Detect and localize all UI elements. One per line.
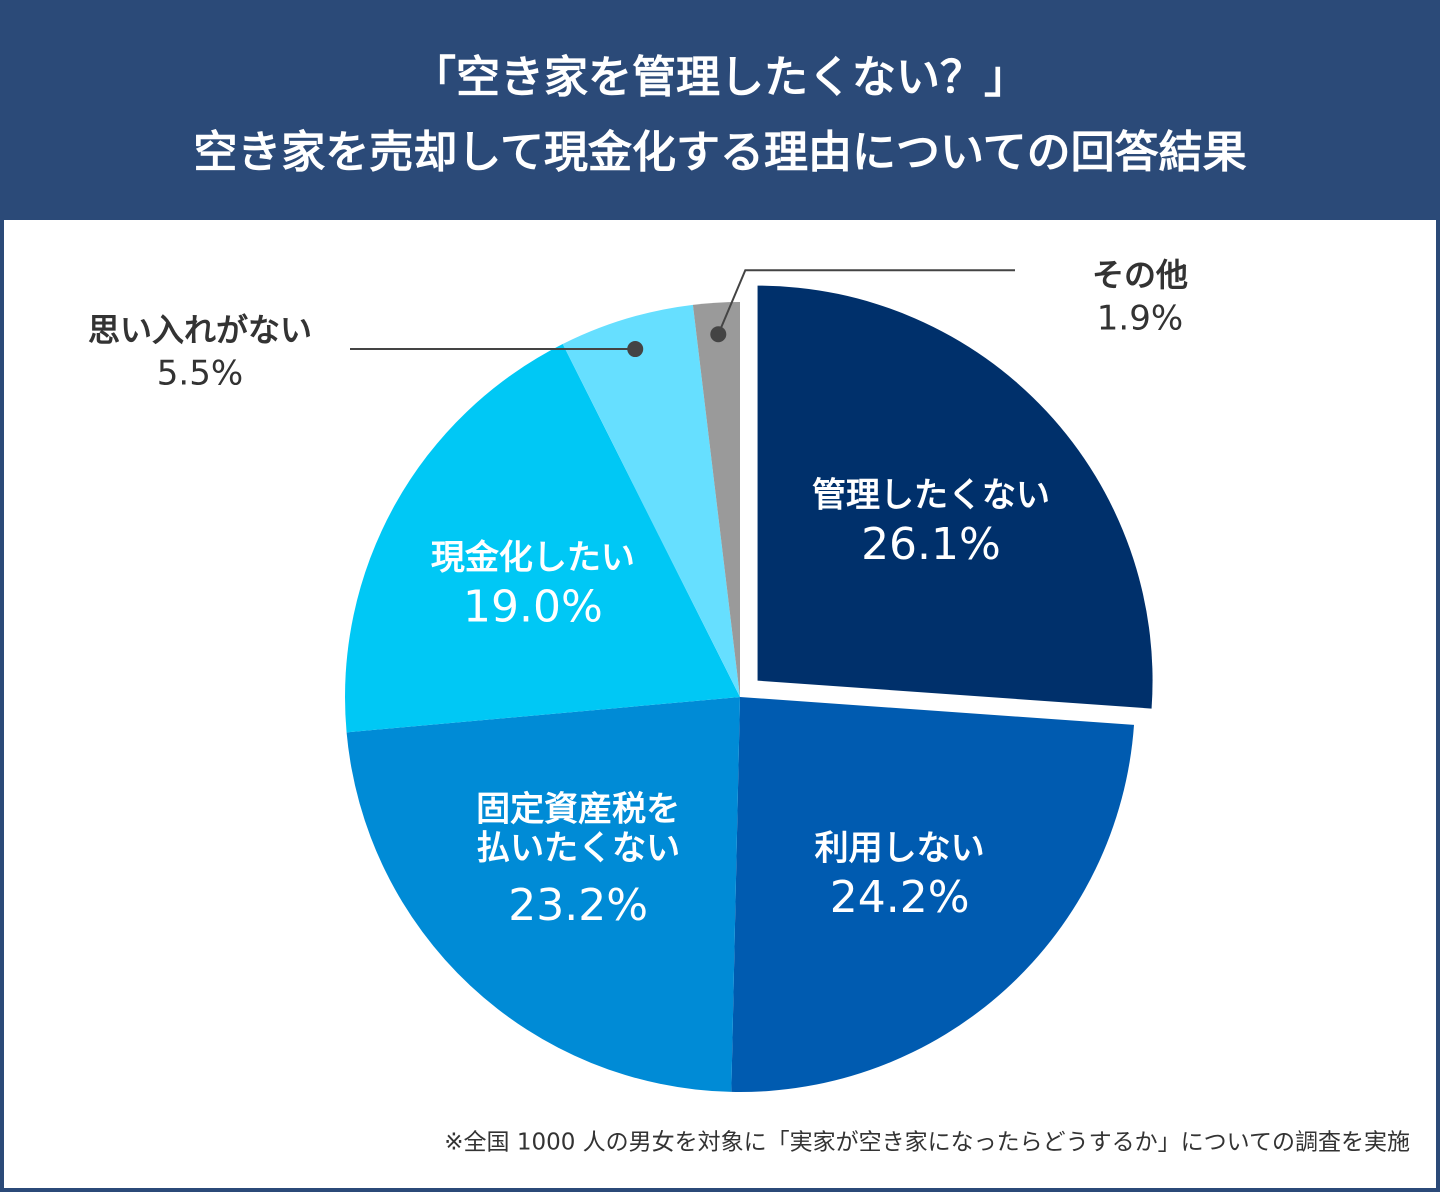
pie-slice bbox=[757, 285, 1153, 709]
slice-label: 固定資産税を払いたくない bbox=[476, 789, 680, 868]
chart-title: 「空き家を管理したくない？」 bbox=[412, 52, 1028, 103]
slice-label: 管理したくない bbox=[812, 476, 1050, 516]
value-label: 26.1% bbox=[861, 519, 1001, 570]
pie-slice bbox=[692, 302, 740, 697]
slice-label: 現金化したい bbox=[431, 538, 635, 578]
value-label: 5.5% bbox=[157, 354, 243, 394]
callout-line bbox=[717, 269, 1015, 335]
header bbox=[0, 0, 1440, 220]
value-label: 24.2% bbox=[830, 872, 970, 923]
pie-slice bbox=[346, 697, 740, 1092]
chart-subtitle: 空き家を売却して現金化する理由についての回答結果 bbox=[193, 127, 1246, 178]
slice-label: その他 bbox=[1092, 256, 1188, 294]
footnote: ※全国 1000 人の男女を対象に「実家が空き家になったらどうするか」についての… bbox=[444, 1130, 1410, 1156]
pie-slice bbox=[345, 344, 740, 733]
pie-slice bbox=[562, 304, 740, 697]
value-label: 19.0% bbox=[463, 582, 603, 633]
pie-slice bbox=[731, 697, 1135, 1092]
slice-label: 利用しない bbox=[815, 829, 985, 869]
slice-label: 思い入れがない bbox=[88, 311, 312, 349]
value-label: 1.9% bbox=[1097, 299, 1183, 339]
value-label: 23.2% bbox=[508, 880, 648, 931]
